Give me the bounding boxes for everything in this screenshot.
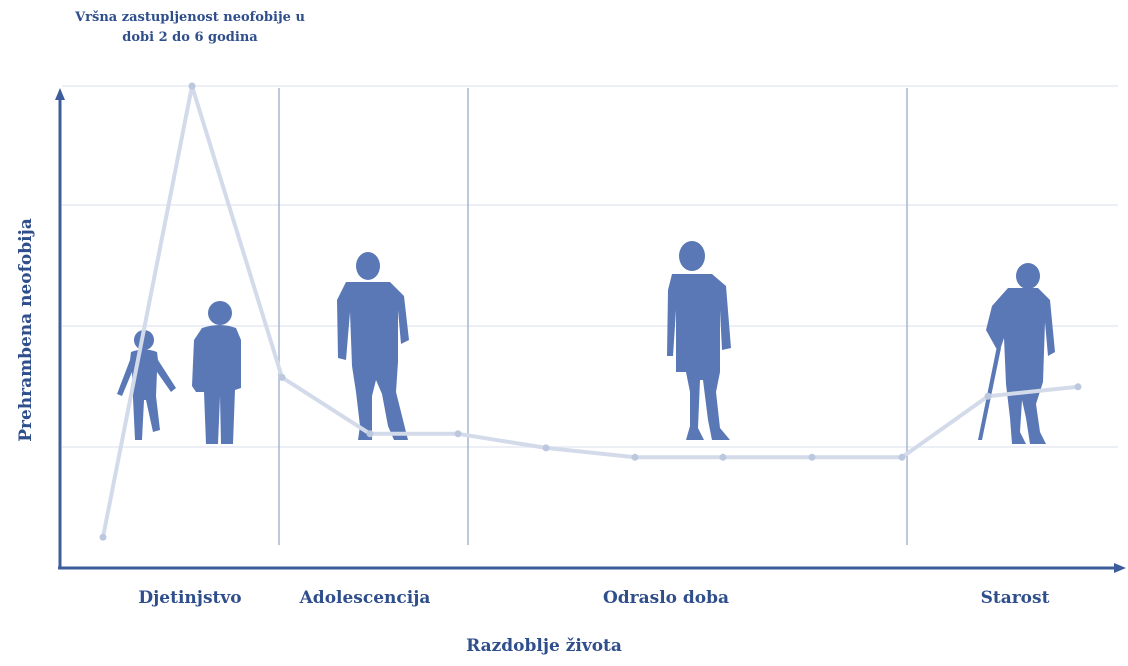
- y-axis-label: Prehrambena neofobija: [16, 218, 36, 442]
- data-point: [366, 430, 374, 438]
- data-point: [808, 453, 816, 461]
- adult-man-icon: [667, 241, 731, 440]
- data-point: [278, 373, 286, 381]
- data-point: [1074, 383, 1082, 391]
- elderly-man-with-cane-icon: [978, 263, 1055, 444]
- data-point: [719, 453, 727, 461]
- period-label-childhood: Djetinjstvo: [138, 588, 242, 608]
- data-point: [454, 430, 462, 438]
- neophobia-series-line: [101, 84, 1079, 538]
- x-axis-arrow: [1114, 563, 1126, 573]
- y-axis-arrow: [55, 88, 65, 100]
- period-label-old-age: Starost: [980, 588, 1050, 608]
- period-label-adulthood: Odraslo doba: [602, 588, 730, 608]
- period-label-adolescence: Adolescencija: [299, 588, 431, 608]
- data-point: [898, 453, 906, 461]
- data-point: [99, 533, 107, 541]
- data-point: [984, 392, 992, 400]
- data-point: [631, 453, 639, 461]
- data-point: [542, 444, 550, 452]
- teenager-icon: [337, 252, 409, 440]
- peak-annotation: Vršna zastupljenost neofobije u dobi 2 d…: [75, 10, 305, 45]
- child-icon: [192, 301, 241, 444]
- data-point: [188, 82, 196, 90]
- x-axis-label: Razdoblje života: [466, 636, 622, 656]
